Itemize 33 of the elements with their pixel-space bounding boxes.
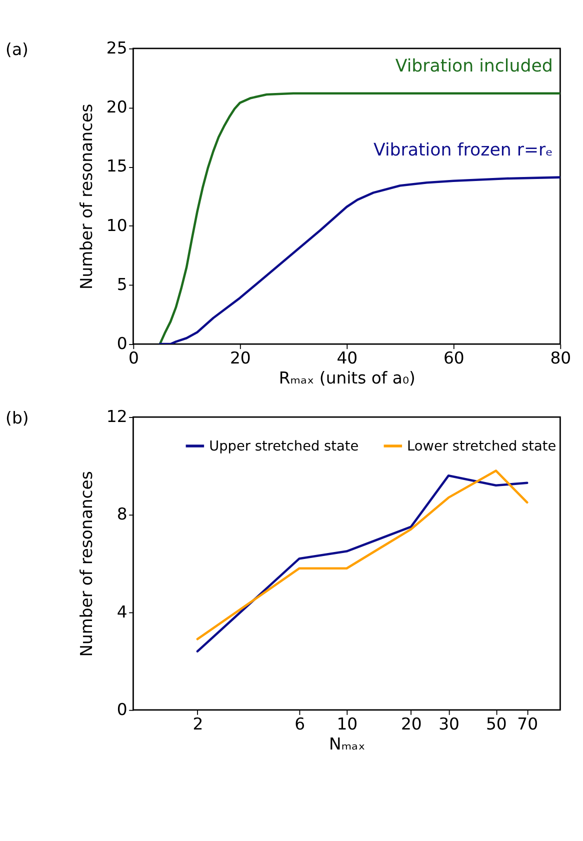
y-tick-label: 4 <box>116 602 128 622</box>
x-tick-label: 40 <box>336 348 358 368</box>
x-axis-title: Nₘₐₓ <box>329 734 366 754</box>
x-tick-label: 20 <box>400 714 422 734</box>
x-tick-label: 60 <box>443 348 464 368</box>
x-tick-label: 30 <box>438 714 460 734</box>
legend-label: Upper stretched state <box>209 438 359 455</box>
y-tick-label: 8 <box>116 504 128 524</box>
x-tick-label: 70 <box>517 714 538 734</box>
x-axis-title: Rₘₐₓ (units of a₀) <box>278 368 416 388</box>
y-tick-label: 25 <box>106 38 128 58</box>
y-tick-label: 10 <box>106 216 128 235</box>
y-tick-label: 15 <box>106 156 128 176</box>
y-tick-label: 12 <box>106 407 128 426</box>
chart-title: (b) <box>6 408 29 428</box>
line-series <box>158 92 560 344</box>
y-tick-label: 0 <box>116 700 128 719</box>
y-axis-title: Number of resonances <box>76 471 96 657</box>
x-tick-label: 6 <box>294 714 306 734</box>
line-series <box>158 176 560 344</box>
series-label: Vibration frozen r=rₑ <box>373 140 553 160</box>
legend-label: Lower stretched state <box>407 438 556 455</box>
y-tick-label: 5 <box>116 274 128 294</box>
y-axis-title: Number of resonances <box>76 104 96 290</box>
x-tick-label: 50 <box>486 714 507 734</box>
y-tick-label: 0 <box>116 334 128 354</box>
x-tick-label: 80 <box>550 348 572 368</box>
y-tick-label: 20 <box>106 98 128 117</box>
x-tick-label: 2 <box>192 714 204 734</box>
x-tick-label: 10 <box>336 714 358 734</box>
x-tick-label: 20 <box>230 348 251 368</box>
chart-title: (a) <box>6 40 28 59</box>
series-label: Vibration included <box>395 56 553 76</box>
